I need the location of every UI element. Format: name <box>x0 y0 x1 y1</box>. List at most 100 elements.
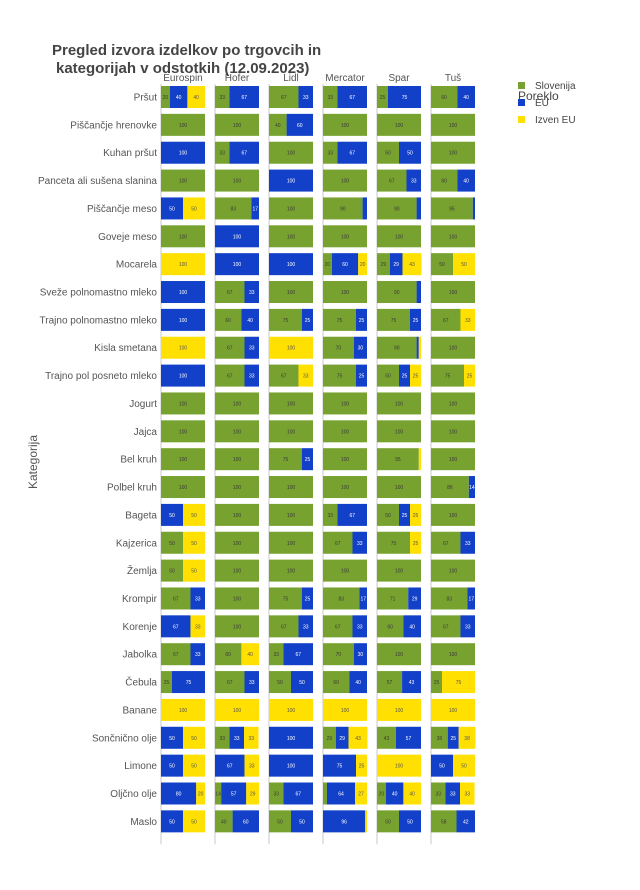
bar-eurospin-slovenija <box>161 392 205 415</box>
bar-spar-slovenija <box>377 671 403 694</box>
bar-value-label: 100 <box>341 569 350 575</box>
bar-spar-slovenija <box>377 448 419 471</box>
bar-value-label: 100 <box>233 708 242 714</box>
bar-eurospin-izven-eu <box>183 559 205 582</box>
category-label: Čebula <box>125 676 157 689</box>
bar-eurospin-slovenija <box>161 225 205 248</box>
bar-value-label: 50 <box>191 736 197 742</box>
bar-value-label: 25 <box>359 374 365 380</box>
bar-value-label: 75 <box>391 541 397 547</box>
bar-hofer-eu <box>251 197 259 220</box>
bar-value-label: 50 <box>439 262 445 268</box>
bar-mercator-eu <box>359 587 367 610</box>
bar-value-label: 25 <box>434 680 440 686</box>
bar-spar-slovenija <box>377 559 421 582</box>
bar-value-label: 50 <box>169 541 175 547</box>
bar-mercator-izven-eu <box>355 782 367 805</box>
bar-spar-slovenija <box>377 86 388 108</box>
bar-value-label: 100 <box>341 485 350 491</box>
bar-value-label: 100 <box>179 457 188 463</box>
bar-hofer-slovenija <box>215 364 245 387</box>
bar-value-label: 100 <box>449 708 458 714</box>
bar-spar-izven-eu <box>410 364 421 387</box>
bar-value-label: 100 <box>395 764 404 770</box>
legend-swatch-eu <box>518 99 525 106</box>
bar-value-label: 100 <box>395 708 404 714</box>
bar-eurospin-izven-eu <box>190 615 205 638</box>
bar-hofer-eu <box>215 754 245 777</box>
bar-tus-slovenija <box>431 587 468 610</box>
bar-value-label: 67 <box>295 792 301 798</box>
bar-tus-slovenija <box>431 113 475 136</box>
bar-spar-izven-eu <box>377 698 421 721</box>
bar-value-label: 64 <box>338 792 344 798</box>
bar-value-label: 100 <box>179 485 188 491</box>
bar-value-label: 100 <box>395 569 404 575</box>
bar-tus-slovenija <box>431 531 461 554</box>
category-label: Sveže polnomastno mleko <box>40 288 158 299</box>
bar-eurospin-eu <box>161 726 183 749</box>
bar-mercator-eu <box>337 86 367 108</box>
bar-eurospin-eu <box>161 503 183 526</box>
bar-value-label: 25 <box>359 764 365 770</box>
bar-value-label: 100 <box>179 179 188 185</box>
bar-value-label: 83 <box>338 596 344 602</box>
bar-lidl-eu <box>298 615 313 638</box>
legend-title: Poreklo <box>518 89 559 103</box>
bar-spar-eu <box>388 86 421 108</box>
bar-value-label: 57 <box>406 736 412 742</box>
bar-tus-slovenija <box>431 420 475 443</box>
bar-spar-slovenija <box>377 141 399 164</box>
bar-value-label: 30 <box>358 346 364 352</box>
bar-value-label: 100 <box>341 401 350 407</box>
bar-tus-slovenija <box>431 141 475 164</box>
bar-value-label: 33 <box>327 95 333 101</box>
bar-eurospin-eu <box>161 615 191 638</box>
bar-eurospin-eu <box>169 86 188 108</box>
bar-hofer-slovenija <box>215 420 259 443</box>
bar-hofer-slovenija <box>215 197 252 220</box>
bar-value-label: 100 <box>449 123 458 129</box>
bar-value-label: 100 <box>287 234 296 240</box>
bar-value-label: 60 <box>441 179 447 185</box>
bar-value-label: 100 <box>449 457 458 463</box>
bar-value-label: 90 <box>394 290 400 296</box>
bar-spar-izven-eu <box>410 531 421 554</box>
bar-eurospin-slovenija <box>161 476 205 499</box>
bar-value-label: 67 <box>173 596 179 602</box>
bar-value-label: 100 <box>449 290 458 296</box>
category-label: Oljčno olje <box>110 789 157 800</box>
legend-swatch-izven-eu <box>518 116 525 123</box>
bar-value-label: 100 <box>233 596 242 602</box>
bar-value-label: 100 <box>179 401 188 407</box>
bar-value-label: 40 <box>355 680 361 686</box>
bar-value-label: 67 <box>227 680 233 686</box>
bar-value-label: 100 <box>287 485 296 491</box>
bar-mercator-slovenija <box>323 448 367 471</box>
bar-value-label: 100 <box>179 262 188 268</box>
bar-value-label: 33 <box>249 374 255 380</box>
bar-value-label: 100 <box>233 123 242 129</box>
bar-hofer-eu <box>229 141 259 164</box>
bar-value-label: 67 <box>173 624 179 630</box>
bar-value-label: 33 <box>465 318 471 324</box>
chart-title-line-1: Pregled izvora izdelkov po trgovcih in <box>52 42 321 59</box>
bar-hofer-eu <box>244 336 259 359</box>
bar-spar-eu <box>399 364 410 387</box>
bar-value-label: 40 <box>247 652 253 658</box>
bar-value-label: 67 <box>227 290 233 296</box>
bar-value-label: 67 <box>349 151 355 157</box>
bar-hofer-eu <box>215 225 259 248</box>
category-label: Jajca <box>134 427 158 438</box>
bar-eurospin-izven-eu <box>183 726 205 749</box>
bar-eurospin-izven-eu <box>161 336 205 359</box>
bar-spar-slovenija <box>377 810 399 833</box>
bar-spar-eu <box>385 782 404 805</box>
bar-tus-izven-eu <box>442 671 475 694</box>
bar-value-label: 50 <box>385 513 391 519</box>
bar-value-label: 25 <box>467 374 473 380</box>
bar-spar-eu <box>399 141 421 164</box>
bar-value-label: 40 <box>392 792 398 798</box>
category-label: Trajno pol posneto mleko <box>45 371 157 382</box>
bar-value-label: 67 <box>335 624 341 630</box>
